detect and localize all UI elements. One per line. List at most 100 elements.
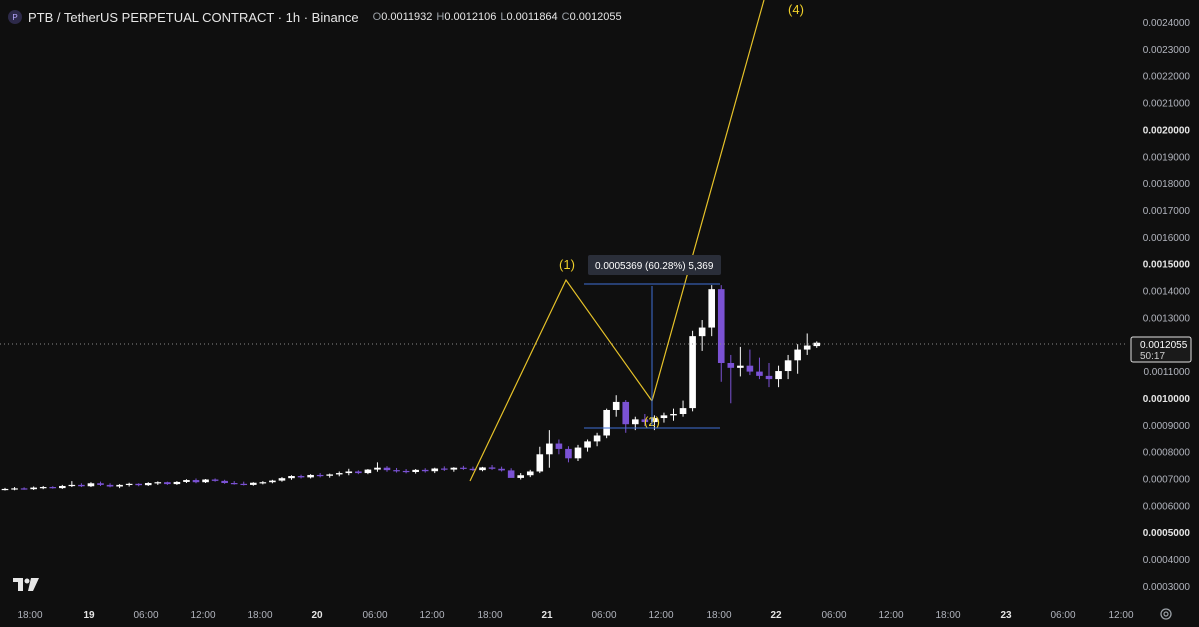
candle-body (250, 482, 257, 485)
tradingview-logo-icon[interactable] (12, 577, 40, 593)
candle-body (460, 467, 467, 469)
candle-body (269, 480, 276, 483)
candle-body (87, 483, 95, 487)
high-value: 0.0012106 (444, 11, 497, 23)
time-tick: 06:00 (821, 610, 846, 621)
candle-body (565, 448, 572, 459)
candle-body (154, 482, 162, 484)
price-tick: 0.0009000 (1143, 421, 1191, 432)
candle-body (632, 419, 639, 425)
low-label: L (500, 11, 507, 23)
price-tick: 0.0014000 (1143, 287, 1191, 298)
price-tick: 0.0024000 (1143, 18, 1191, 29)
candle-body (135, 483, 142, 486)
candle-body (698, 327, 706, 337)
bar-countdown: 50:17 (1140, 351, 1165, 362)
wave-label-1[interactable]: (1) (559, 257, 575, 272)
candle-body (555, 443, 563, 449)
candle-body (441, 468, 448, 470)
current-price-value: 0.0012055 (1140, 340, 1188, 351)
candle-body (784, 360, 792, 372)
price-tick: 0.0010000 (1143, 394, 1191, 405)
price-tick: 0.0003000 (1143, 582, 1191, 593)
candle-body (183, 480, 190, 482)
candle-body (97, 483, 104, 485)
gear-icon[interactable] (1159, 607, 1173, 621)
candle-body (746, 365, 754, 372)
candle-body (1, 488, 9, 491)
high-label: H (436, 11, 445, 23)
price-tick: 0.0019000 (1143, 152, 1191, 163)
time-tick: 12:00 (419, 610, 444, 621)
time-tick: 06:00 (1050, 610, 1075, 621)
candle-body (603, 409, 610, 436)
candle-body (116, 484, 123, 487)
time-tick: 18:00 (706, 610, 731, 621)
candle-body (211, 479, 219, 481)
candle-body (536, 454, 544, 472)
candle-body (259, 482, 267, 484)
candle-body (670, 414, 677, 416)
candle-body (574, 447, 582, 459)
candle-body (230, 483, 238, 485)
candle-body (68, 484, 76, 487)
price-tick: 0.0007000 (1143, 474, 1191, 485)
price-tick: 0.0022000 (1143, 72, 1191, 83)
elliott-wave-line[interactable] (469, 0, 765, 482)
candle-body (30, 487, 37, 490)
time-tick: 06:00 (591, 610, 616, 621)
price-axis[interactable]: 0.0024000 0.0023000 0.0022000 0.0021000 0.00… (1143, 18, 1191, 593)
candle-body (679, 408, 687, 415)
candle-body (756, 371, 763, 376)
symbol-title[interactable]: PTB / TetherUS PERPETUAL CONTRACT · 1h ·… (28, 9, 359, 25)
close-label: C (561, 11, 570, 23)
candle-body (488, 467, 496, 469)
close-value: 0.0012055 (569, 11, 622, 23)
candle-body (546, 443, 553, 455)
time-tick: 12:00 (1108, 610, 1133, 621)
wave-label-4[interactable]: (4) (788, 2, 804, 17)
time-tick: 19 (83, 610, 95, 621)
candle-body (278, 478, 286, 481)
candle-body (498, 468, 505, 471)
price-tick: 0.0016000 (1143, 233, 1191, 244)
candle-body (78, 484, 85, 487)
candle-body (125, 483, 133, 486)
candle-body (431, 468, 439, 472)
candle-body (316, 474, 324, 477)
candle-body (59, 485, 66, 489)
candle-body (526, 471, 534, 476)
candle-body (612, 401, 620, 410)
candle-body (240, 483, 248, 486)
time-tick: 12:00 (190, 610, 215, 621)
time-tick: 18:00 (477, 610, 502, 621)
candle-body (803, 345, 811, 350)
chart-header: P PTB / TetherUS PERPETUAL CONTRACT · 1h… (8, 8, 622, 26)
price-tick: 0.0008000 (1143, 448, 1191, 459)
candle-body (297, 476, 305, 478)
candle-body (584, 441, 591, 448)
candle-body (106, 484, 114, 487)
candle-body (593, 435, 601, 442)
time-axis[interactable]: 18:00 19 06:00 12:00 18:00 20 06:00 12:00 18:00 2… (17, 610, 1133, 621)
price-tick: 0.0005000 (1143, 528, 1191, 539)
candle-body (651, 418, 658, 423)
candle-body (11, 488, 18, 490)
candle-body (49, 487, 57, 489)
candle-body (660, 415, 668, 419)
candle-body (479, 467, 486, 471)
candle-body (164, 482, 171, 485)
price-tick: 0.0017000 (1143, 206, 1191, 217)
candle-body (641, 419, 649, 423)
candle-body (708, 289, 715, 328)
candle-body (221, 480, 228, 484)
candle-body (717, 289, 725, 363)
price-tick: 0.0021000 (1143, 99, 1191, 110)
time-tick: 06:00 (133, 610, 158, 621)
price-range-measure[interactable]: 0.0005369 (60.28%) 5,369 (584, 255, 721, 429)
candle-body (307, 474, 314, 478)
candle-body (355, 471, 362, 474)
candle-body (421, 469, 429, 472)
symbol-logo-icon[interactable]: P (8, 10, 22, 24)
